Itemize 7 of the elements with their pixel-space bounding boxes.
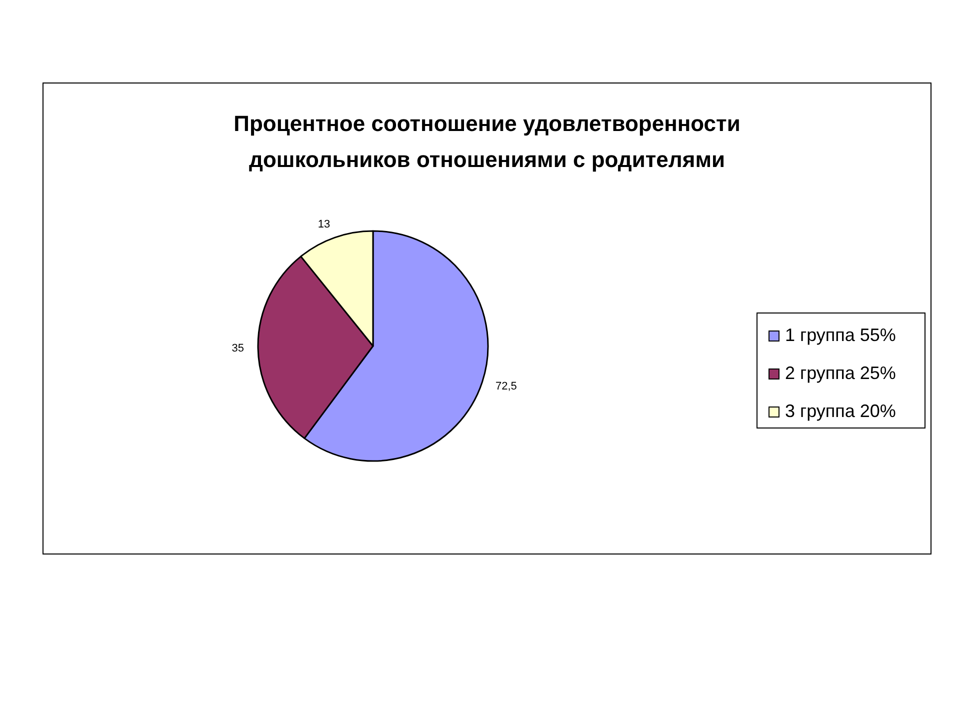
data-label: 13 (318, 218, 330, 230)
data-label: 72,5 (495, 380, 517, 392)
legend-label: 3 группа 20% (785, 401, 896, 421)
data-label: 35 (232, 342, 244, 354)
legend-label: 1 группа 55% (785, 325, 896, 345)
legend-label: 2 группа 25% (785, 363, 896, 383)
chart-title: Процентное соотношение удовлетворенности дошкольников отношениями с родителями (234, 111, 740, 172)
